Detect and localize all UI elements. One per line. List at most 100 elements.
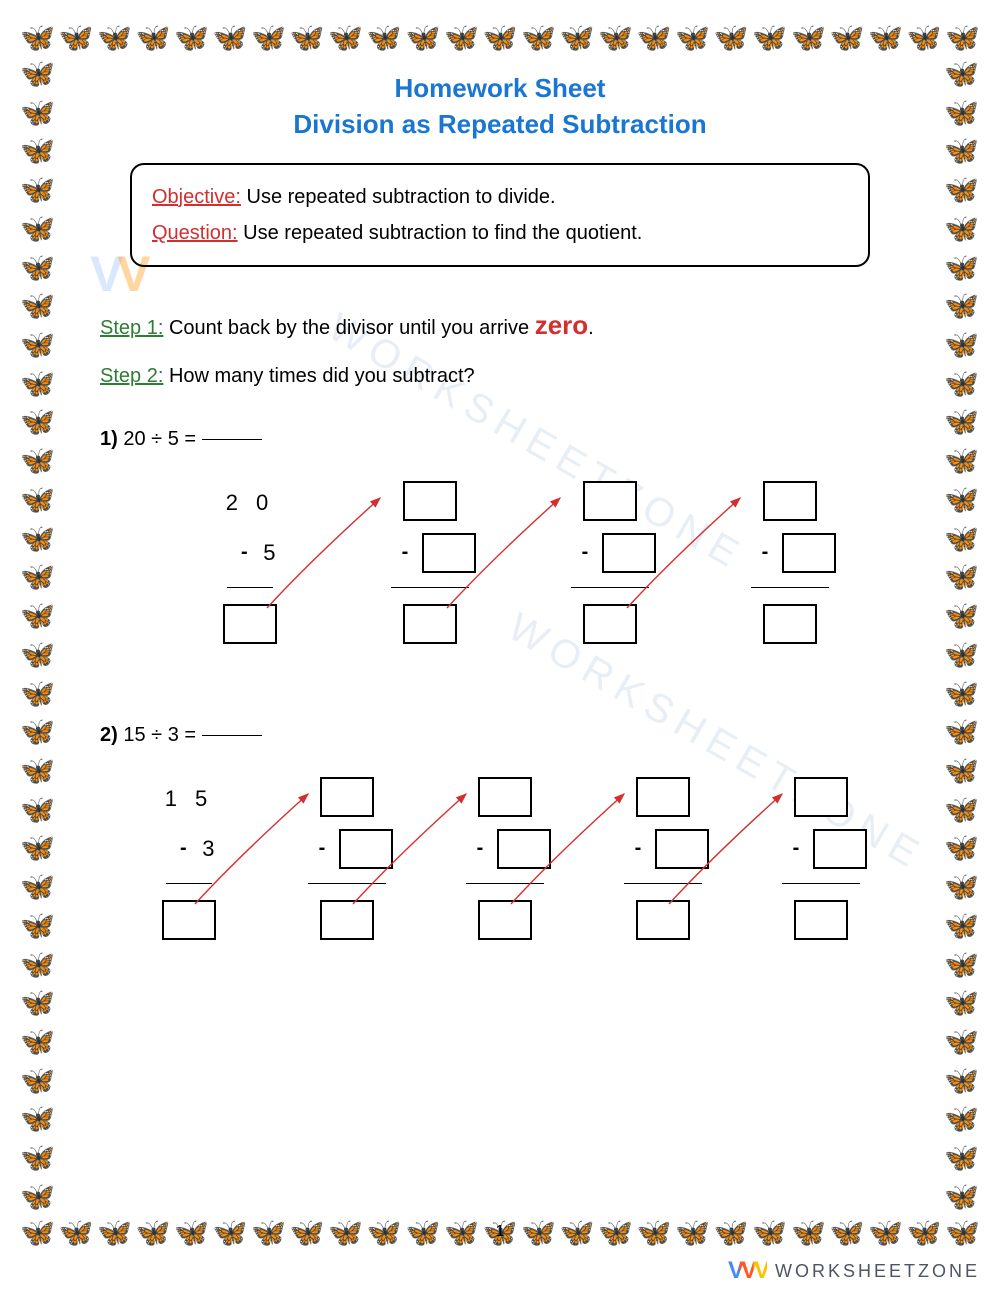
minus-sign: - xyxy=(180,837,187,860)
rule-line xyxy=(571,587,650,588)
butterfly-icon: 🦋 xyxy=(944,637,980,673)
butterfly-icon: 🦋 xyxy=(944,753,980,789)
butterfly-icon: 🦋 xyxy=(20,404,56,440)
answer-box[interactable] xyxy=(602,533,656,573)
answer-box[interactable] xyxy=(403,481,457,521)
answer-box[interactable] xyxy=(763,604,817,644)
minus-sign: - xyxy=(241,541,248,564)
answer-blank[interactable] xyxy=(202,735,262,736)
butterfly-icon: 🦋 xyxy=(20,1063,56,1099)
butterfly-icon: 🦋 xyxy=(20,559,56,595)
butterfly-icon: 🦋 xyxy=(20,753,56,789)
subtraction-step: - xyxy=(340,481,520,644)
butterfly-icon: 🦋 xyxy=(405,20,440,56)
subtraction-step: - xyxy=(520,481,700,644)
butterfly-icon: 🦋 xyxy=(944,172,980,208)
answer-box[interactable] xyxy=(339,829,393,869)
butterfly-icon: 🦋 xyxy=(290,20,325,56)
steps-block: Step 1: Count back by the divisor until … xyxy=(100,297,900,398)
problem-1: 1) 20 ÷ 5 = 2 0-5--- xyxy=(100,428,900,644)
minus-sign: - xyxy=(319,837,326,860)
butterfly-icon: 🦋 xyxy=(944,521,980,557)
butterfly-icon: 🦋 xyxy=(444,20,479,56)
subtraction-step: 2 0-5 xyxy=(160,481,340,644)
answer-box[interactable] xyxy=(583,481,637,521)
answer-box[interactable] xyxy=(497,829,551,869)
question-line: Question: Use repeated subtraction to fi… xyxy=(152,215,848,251)
problem-2-expression: 15 ÷ 3 = xyxy=(118,724,202,746)
butterfly-icon: 🦋 xyxy=(907,20,942,56)
butterfly-icon: 🦋 xyxy=(97,1215,132,1251)
butterfly-icon: 🦋 xyxy=(944,908,980,944)
butterfly-icon: 🦋 xyxy=(20,676,56,712)
answer-box[interactable] xyxy=(223,604,277,644)
butterfly-icon: 🦋 xyxy=(328,1215,363,1251)
answer-box[interactable] xyxy=(655,829,709,869)
butterfly-icon: 🦋 xyxy=(251,1215,286,1251)
butterfly-icon: 🦋 xyxy=(213,20,248,56)
rule-line xyxy=(624,883,703,884)
butterfly-icon: 🦋 xyxy=(483,20,518,56)
butterfly-icon: 🦋 xyxy=(944,830,980,866)
answer-box[interactable] xyxy=(478,777,532,817)
answer-box[interactable] xyxy=(763,481,817,521)
butterfly-icon: 🦋 xyxy=(944,792,980,828)
butterfly-icon: 🦋 xyxy=(791,1215,826,1251)
title-line-2: Division as Repeated Subtraction xyxy=(70,106,930,142)
answer-box[interactable] xyxy=(583,604,637,644)
objective-label: Objective: xyxy=(152,186,241,208)
butterfly-icon: 🦋 xyxy=(20,869,56,905)
butterfly-icon: 🦋 xyxy=(944,250,980,286)
answer-blank[interactable] xyxy=(202,439,262,440)
answer-box[interactable] xyxy=(794,900,848,940)
butterfly-icon: 🦋 xyxy=(944,1063,980,1099)
rule-line xyxy=(466,883,545,884)
butterfly-icon: 🦋 xyxy=(944,133,980,169)
minus-sign: - xyxy=(762,541,769,564)
butterfly-icon: 🦋 xyxy=(20,714,56,750)
answer-box[interactable] xyxy=(320,900,374,940)
answer-box[interactable] xyxy=(162,900,216,940)
butterfly-icon: 🦋 xyxy=(20,637,56,673)
butterfly-icon: 🦋 xyxy=(20,1140,56,1176)
butterfly-icon: 🦋 xyxy=(20,20,55,56)
problem-1-number: 1) xyxy=(100,428,118,450)
butterfly-icon: 🦋 xyxy=(521,1215,556,1251)
subtraction-step: - xyxy=(584,777,742,940)
butterfly-icon: 🦋 xyxy=(714,20,749,56)
answer-box[interactable] xyxy=(403,604,457,644)
objective-box: Objective: Use repeated subtraction to d… xyxy=(130,163,870,267)
answer-box[interactable] xyxy=(422,533,476,573)
title-line-1: Homework Sheet xyxy=(70,70,930,106)
butterfly-icon: 🦋 xyxy=(174,1215,209,1251)
objective-text: Use repeated subtraction to divide. xyxy=(241,186,556,208)
butterfly-icon: 🦋 xyxy=(328,20,363,56)
answer-box[interactable] xyxy=(794,777,848,817)
problem-1-expression: 20 ÷ 5 = xyxy=(118,428,202,450)
problem-2-number: 2) xyxy=(100,724,118,746)
answer-box[interactable] xyxy=(478,900,532,940)
subtraction-step: 1 5-3 xyxy=(110,777,268,940)
answer-box[interactable] xyxy=(782,533,836,573)
butterfly-icon: 🦋 xyxy=(20,133,56,169)
butterfly-icon: 🦋 xyxy=(20,211,56,247)
answer-box[interactable] xyxy=(813,829,867,869)
butterfly-icon: 🦋 xyxy=(944,1179,980,1215)
butterfly-icon: 🦋 xyxy=(174,20,209,56)
butterfly-icon: 🦋 xyxy=(945,1215,980,1251)
butterfly-icon: 🦋 xyxy=(20,1179,56,1215)
answer-box[interactable] xyxy=(636,777,690,817)
page-number: 1 xyxy=(496,1223,505,1241)
butterfly-icon: 🦋 xyxy=(944,598,980,634)
answer-box[interactable] xyxy=(320,777,374,817)
butterfly-icon: 🦋 xyxy=(20,482,56,518)
butterfly-icon: 🦋 xyxy=(59,20,94,56)
minus-sign: - xyxy=(793,837,800,860)
subtrahend: 3 xyxy=(201,836,216,862)
butterfly-icon: 🦋 xyxy=(20,56,56,92)
answer-box[interactable] xyxy=(636,900,690,940)
step1-label: Step 1: xyxy=(100,317,163,339)
minus-sign: - xyxy=(402,541,409,564)
watermark-brand: VVV WORKSHEETZONE xyxy=(728,1257,980,1285)
butterfly-icon: 🦋 xyxy=(20,908,56,944)
